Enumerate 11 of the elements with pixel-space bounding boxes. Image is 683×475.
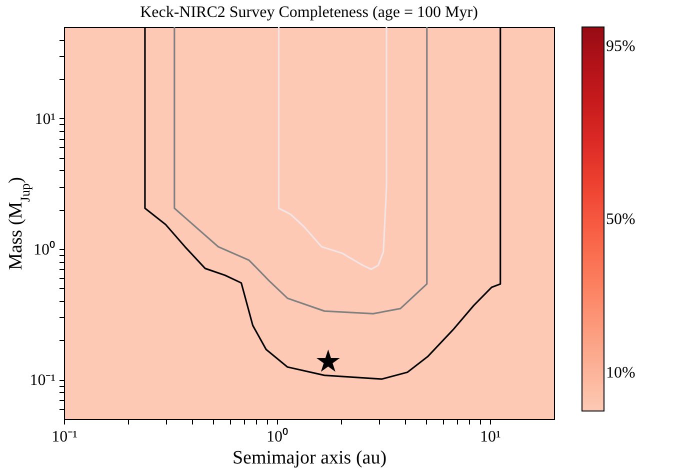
- y-tick-label: 10⁰: [34, 240, 56, 258]
- y-tick-label: 10¹: [34, 110, 56, 128]
- color-bar-label: 50%: [606, 211, 636, 228]
- x-tick-label: 10⁰: [266, 428, 288, 446]
- color-bar-label: 95%: [606, 38, 636, 56]
- x-axis-title: Semimajor axis (au): [232, 448, 387, 468]
- x-tick-label: 10⁻¹: [52, 428, 78, 446]
- chart-title: Keck-NIRC2 Survey Completeness (age = 100 Myr): [140, 4, 478, 22]
- x-tick-label: 10¹: [480, 428, 501, 446]
- y-tick-label: 10⁻¹: [30, 372, 56, 390]
- color-bar-label: 10%: [606, 364, 636, 382]
